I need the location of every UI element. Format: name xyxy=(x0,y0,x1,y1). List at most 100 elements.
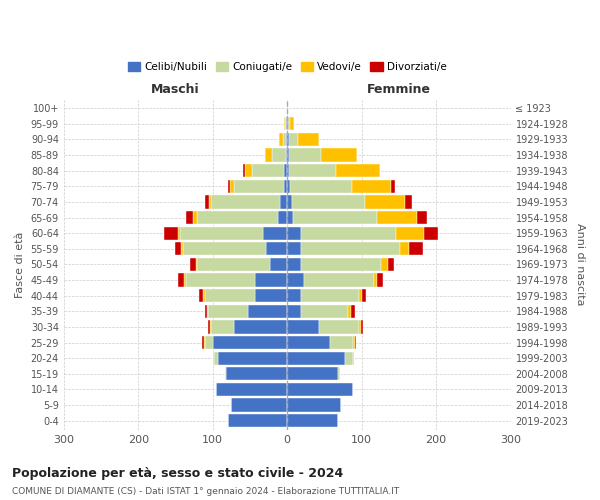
Bar xyxy=(279,132,283,146)
Text: Maschi: Maschi xyxy=(151,84,200,96)
Bar xyxy=(287,289,301,302)
Bar xyxy=(197,211,278,224)
Bar xyxy=(287,414,338,428)
Bar xyxy=(319,320,359,334)
Bar xyxy=(272,148,286,162)
Bar xyxy=(286,148,287,162)
Bar xyxy=(287,304,301,318)
Bar xyxy=(184,274,186,286)
Bar xyxy=(405,195,412,208)
Bar xyxy=(301,258,381,271)
Bar xyxy=(287,352,345,365)
Bar xyxy=(287,226,301,240)
Bar xyxy=(180,226,263,240)
Bar xyxy=(288,117,290,130)
Bar xyxy=(205,336,213,349)
Bar xyxy=(304,274,374,286)
Bar xyxy=(351,304,355,318)
Bar xyxy=(205,289,255,302)
Bar xyxy=(233,320,287,334)
Bar xyxy=(301,289,359,302)
Bar xyxy=(286,132,287,146)
Bar xyxy=(190,258,196,271)
Bar xyxy=(193,211,197,224)
Bar xyxy=(284,164,287,177)
Bar xyxy=(345,352,353,365)
Bar xyxy=(218,352,287,365)
Bar xyxy=(211,195,280,208)
Bar xyxy=(287,274,304,286)
Bar xyxy=(287,102,288,114)
Bar xyxy=(359,320,361,334)
Bar xyxy=(255,274,287,286)
Bar xyxy=(365,195,405,208)
Bar xyxy=(301,226,396,240)
Bar xyxy=(248,304,287,318)
Bar xyxy=(233,180,284,193)
Bar xyxy=(331,336,353,349)
Bar xyxy=(270,258,287,271)
Bar xyxy=(178,226,180,240)
Bar xyxy=(183,242,266,256)
Bar xyxy=(287,242,301,256)
Bar xyxy=(208,304,248,318)
Bar xyxy=(245,164,252,177)
Bar xyxy=(287,195,292,208)
Bar xyxy=(196,258,197,271)
Bar xyxy=(289,164,337,177)
Bar xyxy=(292,195,365,208)
Bar xyxy=(287,383,353,396)
Bar xyxy=(181,242,183,256)
Bar xyxy=(381,258,388,271)
Bar xyxy=(289,148,322,162)
Bar xyxy=(199,289,203,302)
Bar xyxy=(287,211,293,224)
Y-axis label: Fasce di età: Fasce di età xyxy=(15,231,25,298)
Bar xyxy=(377,274,383,286)
Bar xyxy=(265,148,272,162)
Bar xyxy=(229,180,230,193)
Bar xyxy=(287,320,319,334)
Y-axis label: Anni di nascita: Anni di nascita xyxy=(575,223,585,306)
Bar xyxy=(287,180,290,193)
Bar xyxy=(266,242,287,256)
Bar xyxy=(400,242,409,256)
Bar xyxy=(209,195,211,208)
Bar xyxy=(396,226,424,240)
Bar xyxy=(252,164,284,177)
Bar xyxy=(417,211,427,224)
Bar xyxy=(287,164,289,177)
Bar xyxy=(298,132,319,146)
Bar xyxy=(230,180,233,193)
Bar xyxy=(283,132,286,146)
Bar xyxy=(207,304,208,318)
Bar xyxy=(353,352,354,365)
Bar xyxy=(391,180,395,193)
Bar xyxy=(290,117,294,130)
Bar xyxy=(204,336,205,349)
Bar xyxy=(287,148,289,162)
Bar xyxy=(290,180,352,193)
Bar xyxy=(224,367,226,380)
Bar xyxy=(227,414,287,428)
Bar xyxy=(208,320,210,334)
Bar xyxy=(355,336,356,349)
Bar xyxy=(388,258,394,271)
Bar xyxy=(278,211,287,224)
Bar xyxy=(178,274,184,286)
Bar xyxy=(301,304,347,318)
Bar xyxy=(287,132,289,146)
Bar xyxy=(226,367,287,380)
Bar xyxy=(362,289,366,302)
Bar xyxy=(202,336,204,349)
Bar xyxy=(353,336,355,349)
Bar xyxy=(263,226,287,240)
Bar xyxy=(293,211,377,224)
Bar xyxy=(232,398,287,412)
Bar xyxy=(322,148,357,162)
Text: COMUNE DI DIAMANTE (CS) - Dati ISTAT 1° gennaio 2024 - Elaborazione TUTTITALIA.I: COMUNE DI DIAMANTE (CS) - Dati ISTAT 1° … xyxy=(12,487,399,496)
Bar xyxy=(361,320,363,334)
Bar xyxy=(377,211,417,224)
Bar xyxy=(186,274,255,286)
Bar xyxy=(284,180,287,193)
